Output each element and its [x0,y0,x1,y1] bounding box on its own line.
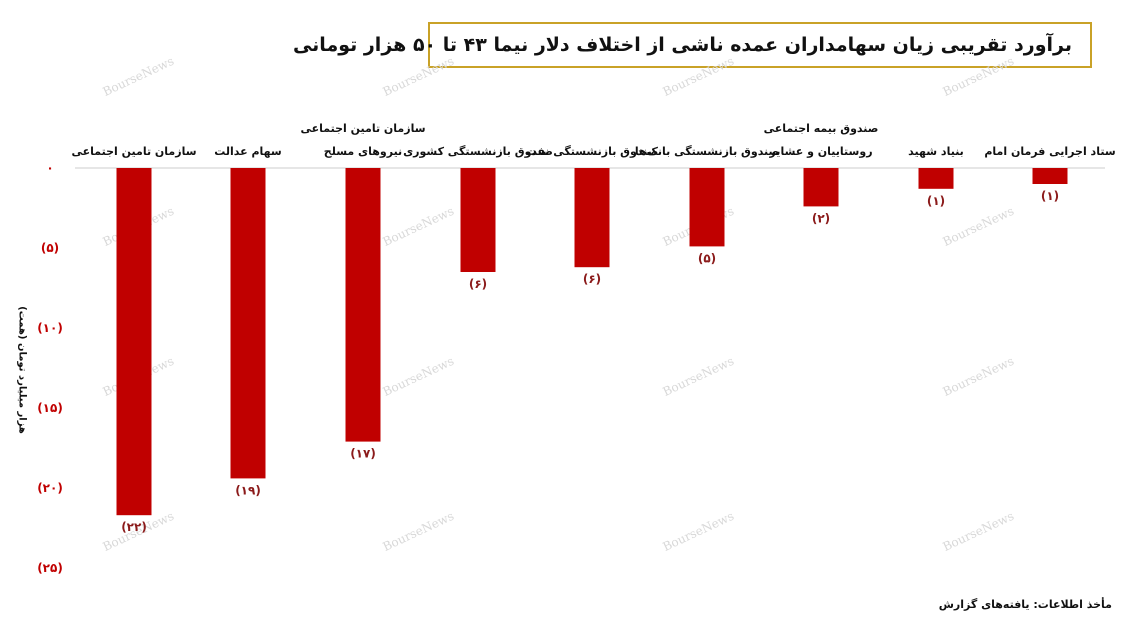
y-tick-label: (۱۵) [37,401,63,415]
chart-title-box: برآورد تقریبی زیان سهامداران عمده ناشی ا… [293,22,1092,68]
y-axis-label: هزار میلیارد تومان (همت) [16,306,28,434]
watermark-text: BourseNews [661,509,737,554]
bar [574,168,610,268]
bar [1032,168,1068,184]
watermark-text: BourseNews [661,354,737,399]
data-label: (۶) [583,272,601,286]
watermark-text: BourseNews [941,509,1017,554]
category-label: نیروهای مسلح [324,145,402,158]
bar [345,168,381,442]
category-label: سازمان تامین اجتماعی [71,145,196,158]
watermark-text: BourseNews [381,204,457,249]
watermark-text: BourseNews [661,54,737,99]
bar [230,168,266,479]
watermark-text: BourseNews [381,509,457,554]
data-label: (۲۲) [121,520,147,534]
bar [918,168,954,189]
category-label: سهام عدالت [214,145,282,158]
category-label: صندوق بیمه اجتماعی [764,122,879,135]
category-label: صندوق بازنشستگی کشوری [403,145,553,158]
data-label: (۲) [812,211,830,225]
watermark-text: BourseNews [381,54,457,99]
bar [460,168,496,272]
y-tick-label: (۲۰) [37,481,63,495]
data-label: (۱۹) [235,483,261,497]
bar [803,168,839,207]
data-label: (۱) [927,194,945,208]
bar [689,168,725,247]
category-label: سازمان تامین اجتماعی [300,122,425,135]
category-label: بنیاد شهید [908,145,964,158]
watermark-text: BourseNews [381,354,457,399]
watermark-text: BourseNews [101,54,177,99]
y-tick-label: ۰ [46,161,53,175]
chart-title: برآورد تقریبی زیان سهامداران عمده ناشی ا… [292,34,1072,56]
source-note: مأخذ اطلاعات: یافته‌های گزارش [938,598,1112,611]
bar [116,168,152,516]
category-label: روستاییان و عشایر [768,145,872,158]
data-label: (۶) [469,277,487,291]
category-label: ستاد اجرایی فرمان امام [984,145,1115,158]
y-tick-label: (۱۰) [37,321,63,335]
y-tick-label: (۵) [41,241,59,255]
data-label: (۱۷) [350,447,376,461]
data-label: (۵) [698,251,716,265]
watermark-text: BourseNews [941,54,1017,99]
y-tick-label: (۲۵) [37,561,63,575]
data-label: (۱) [1041,189,1059,203]
category-label: صندوق بازنشستگی نفت [526,145,659,158]
watermark-text: BourseNews [941,354,1017,399]
watermark-text: BourseNews [941,204,1017,249]
category-label: صندوق بازنشستگی بانک‌ها [635,145,779,158]
